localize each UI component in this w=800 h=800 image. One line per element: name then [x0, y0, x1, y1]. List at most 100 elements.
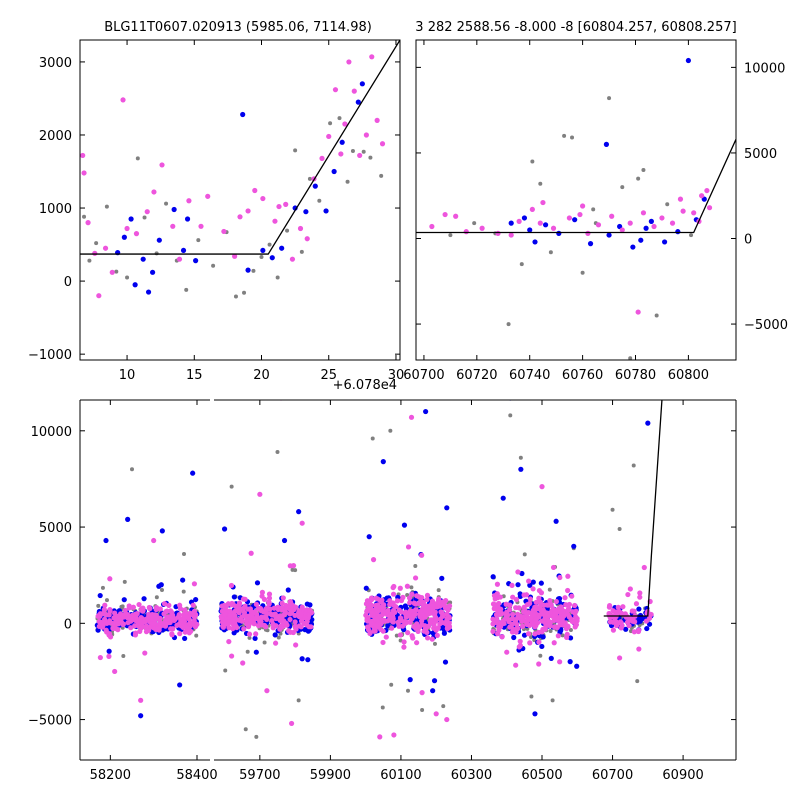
point-blue: [323, 208, 329, 214]
point-gray: [522, 552, 527, 557]
point-magenta: [519, 623, 526, 629]
point-blue: [661, 239, 668, 245]
point-magenta: [424, 596, 430, 603]
plot-top-left: BLG11T0607.020913 (5985.06, 7114.98) +6.…: [28, 20, 404, 393]
point-gray: [135, 156, 140, 161]
x-tick-label: 58400: [176, 768, 217, 783]
point-magenta: [595, 222, 602, 228]
point-magenta: [168, 608, 174, 614]
point-magenta: [527, 596, 533, 602]
point-gray: [388, 428, 393, 433]
point-magenta: [279, 600, 285, 606]
point-blue: [125, 516, 131, 522]
point-magenta: [380, 639, 386, 646]
point-magenta: [332, 87, 339, 93]
point-magenta: [226, 625, 232, 631]
point-magenta: [292, 623, 298, 629]
point-gray: [196, 238, 201, 243]
point-gray: [262, 640, 267, 645]
point-blue: [542, 222, 549, 228]
point-magenta: [136, 617, 142, 624]
point-magenta: [226, 619, 232, 625]
point-magenta: [407, 600, 413, 606]
point-blue: [359, 81, 365, 87]
point-blue: [515, 582, 521, 588]
point-blue: [527, 582, 533, 588]
point-magenta: [175, 614, 181, 620]
point-magenta: [633, 601, 640, 607]
point-magenta: [126, 603, 132, 609]
point-magenta: [490, 628, 496, 635]
title-top-right: 3 282 2588.56 -8.000 -8 [60804.257, 6080…: [415, 20, 736, 35]
point-magenta: [304, 236, 310, 242]
point-magenta: [192, 624, 199, 630]
point-magenta: [243, 618, 249, 624]
point-gray: [560, 633, 565, 638]
point-magenta: [537, 220, 543, 226]
point-gray: [223, 668, 228, 673]
point-magenta: [308, 624, 314, 630]
point-magenta: [613, 622, 620, 629]
point-magenta: [222, 611, 228, 617]
point-blue: [121, 597, 127, 603]
point-magenta: [370, 557, 377, 563]
point-magenta: [620, 604, 626, 610]
point-gray: [610, 507, 615, 512]
point-magenta: [381, 602, 387, 608]
point-magenta: [174, 622, 180, 628]
point-gray: [130, 467, 134, 472]
point-magenta: [380, 609, 386, 615]
plot-area: [80, 40, 400, 299]
point-magenta: [375, 596, 381, 602]
point-magenta: [699, 193, 705, 199]
point-magenta: [374, 623, 380, 629]
point-magenta: [96, 618, 102, 625]
point-magenta: [538, 590, 545, 596]
point-blue: [574, 663, 580, 669]
point-magenta: [585, 230, 591, 236]
point-blue: [269, 255, 275, 261]
point-magenta: [363, 132, 369, 138]
point-magenta: [577, 211, 583, 218]
point-magenta: [379, 617, 385, 623]
point-blue: [517, 591, 523, 597]
point-magenta: [198, 223, 204, 229]
point-gray: [100, 585, 105, 590]
point-magenta: [517, 643, 523, 649]
point-magenta: [398, 616, 404, 622]
point-magenta: [405, 544, 412, 550]
point-magenta: [387, 598, 393, 604]
point-gray: [251, 268, 256, 273]
point-magenta: [109, 269, 115, 275]
point-gray: [547, 587, 552, 592]
point-blue: [530, 579, 536, 585]
y-tick-label: −5000: [28, 714, 72, 729]
point-magenta: [417, 608, 424, 614]
point-magenta: [631, 608, 637, 614]
point-gray: [528, 635, 533, 640]
plot-area: [94, 400, 663, 740]
point-magenta: [526, 600, 533, 607]
point-magenta: [514, 621, 520, 628]
point-gray: [436, 588, 441, 593]
point-blue: [97, 592, 103, 599]
point-magenta: [236, 604, 242, 611]
point-magenta: [229, 653, 235, 659]
point-magenta: [106, 653, 112, 659]
point-magenta: [510, 594, 516, 600]
point-blue: [121, 234, 127, 240]
point-magenta: [180, 624, 186, 631]
point-magenta: [252, 187, 258, 194]
point-blue: [182, 635, 188, 642]
y-tick-label: 10000: [31, 425, 72, 440]
point-gray: [299, 249, 304, 254]
point-magenta: [453, 213, 459, 219]
point-magenta: [444, 611, 450, 617]
point-magenta: [272, 218, 278, 224]
point-blue: [253, 649, 259, 655]
point-blue: [527, 227, 533, 233]
point-magenta: [122, 607, 128, 614]
point-magenta: [414, 640, 420, 646]
point-magenta: [253, 614, 259, 620]
point-magenta: [138, 697, 144, 703]
